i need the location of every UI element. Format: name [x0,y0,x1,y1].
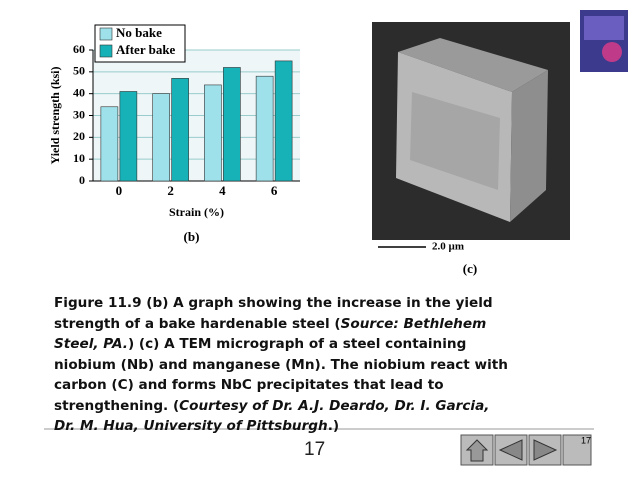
cube-face-detail [410,92,500,190]
book-cover-art [602,42,622,62]
x-axis-label: Strain (%) [169,205,224,219]
bar [255,75,274,182]
caption-text: Dr. M. Hua, University of Pittsburgh [54,418,328,434]
caption-line: strengthening. (Courtesy of Dr. A.J. Dea… [54,396,614,417]
cube-top [398,38,548,92]
caption-line: Steel, PA.) (c) A TEM micrograph of a st… [54,334,614,355]
caption-text: Source: Bethlehem [340,315,487,332]
x-tick-label: 4 [219,183,226,198]
y-tick-label: 10 [73,151,85,165]
caption-text: carbon (C) and forms NbC precipitates th… [54,377,444,393]
page-number: 17 [304,439,326,460]
x-tick-label: 0 [116,183,123,198]
panel-label: (c) [463,261,477,276]
x-tick-label: 6 [271,183,278,198]
caption-text: Figure 11.9 (b) A graph showing the incr… [54,295,493,311]
y-tick-label: 20 [73,129,85,143]
bar [100,106,119,182]
nav-page: 17 [581,435,591,445]
bar [204,84,222,182]
prev-icon [498,439,523,461]
caption-line: Figure 11.9 (b) A graph showing the incr… [54,293,614,314]
end-button[interactable] [562,434,592,466]
legend-label: After bake [116,42,176,57]
nav-buttons: 17 [460,434,592,466]
caption-text: ) (c) A TEM micrograph of a steel contai… [127,336,467,352]
cube-side [510,70,548,222]
caption-text: Courtesy of Dr. A.J. Deardo, Dr. I. Garc… [179,397,490,414]
caption: Figure 11.9 (b) A graph showing the incr… [54,293,614,437]
bar [152,93,170,182]
panel-label: (b) [184,229,200,244]
bar [171,78,189,182]
caption-text: strengthening. ( [54,397,180,414]
scale-label: 2.0 µm [432,241,464,253]
home-icon [465,439,489,462]
y-tick-label: 40 [73,85,85,99]
legend-swatch [99,27,113,41]
y-axis-label: Yield strength (ksi) [48,66,62,164]
legend-label: No bake [116,25,162,40]
caption-line: strength of a bake hardenable steel (Sou… [54,314,614,335]
y-tick-label: 60 [73,42,85,56]
caption-line: Dr. M. Hua, University of Pittsburgh.) [54,416,614,437]
y-tick-label: 0 [79,173,85,187]
bar [119,91,138,182]
caption-text: .) [327,418,340,434]
caption-line: carbon (C) and forms NbC precipitates th… [54,375,614,396]
caption-text: strength of a bake hardenable steel ( [54,315,341,332]
next-icon [533,439,558,461]
y-tick-label: 50 [73,64,85,78]
y-tick-label: 30 [73,107,85,121]
caption-text: niobium (Nb) and manganese (Mn). The nio… [54,356,508,373]
legend-swatch [99,44,113,58]
caption-text: Steel, PA. [54,336,128,352]
bar [274,60,293,182]
bar [223,67,241,182]
book-cover-art [584,16,624,40]
caption-line: niobium (Nb) and manganese (Mn). The nio… [54,355,614,376]
x-tick-label: 2 [167,183,174,198]
